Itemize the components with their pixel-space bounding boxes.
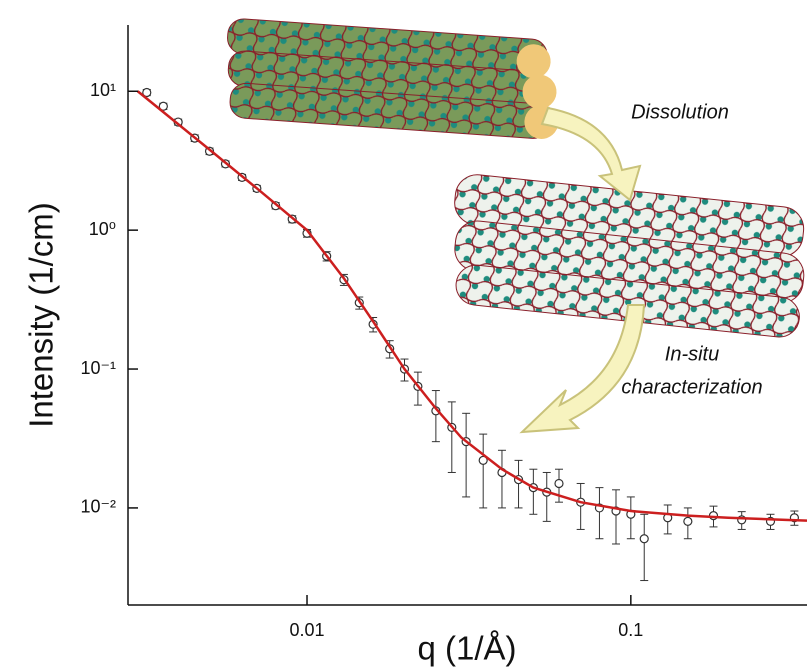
y-tick-label: 10¹ [90,80,116,100]
annotation: Dissolution [631,101,729,123]
data-point [639,534,649,544]
annotation: In-situ [665,343,719,365]
error-bar [431,390,440,443]
y-axis-title: Intensity (1/cm) [23,202,60,428]
data-point [554,478,564,489]
error-bar [447,401,456,473]
annotation: characterization [621,376,762,398]
data-point [158,101,168,111]
data-point [478,455,488,465]
y-tick-label: 10⁻¹ [80,358,116,378]
y-tick-label: 10⁰ [89,219,116,239]
y-tick-label: 10⁻² [80,497,116,517]
x-tick-label: 0.1 [618,620,643,640]
fit-line [136,90,807,522]
plot-area [136,87,807,582]
error-bar [542,471,551,522]
error-bar [462,412,471,498]
error-bar [640,513,649,582]
error-bar [497,449,506,509]
data-point [142,87,152,98]
x-tick-label: 0.01 [289,620,324,640]
illustration [227,18,805,434]
error-bar [479,433,488,509]
error-bar [612,489,621,545]
data-point [683,516,693,526]
error-bar [595,487,604,540]
x-axis-title: q (1/Å) [417,630,516,667]
